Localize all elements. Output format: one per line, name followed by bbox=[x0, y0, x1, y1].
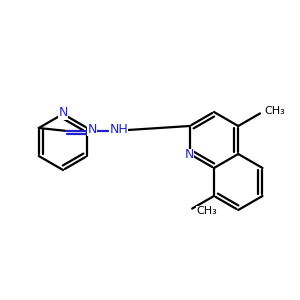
Text: CH₃: CH₃ bbox=[264, 106, 285, 116]
Text: N: N bbox=[58, 106, 68, 119]
Text: N: N bbox=[87, 123, 97, 136]
Text: N: N bbox=[185, 148, 194, 161]
Text: CH₃: CH₃ bbox=[196, 206, 217, 216]
Text: NH: NH bbox=[110, 123, 128, 136]
